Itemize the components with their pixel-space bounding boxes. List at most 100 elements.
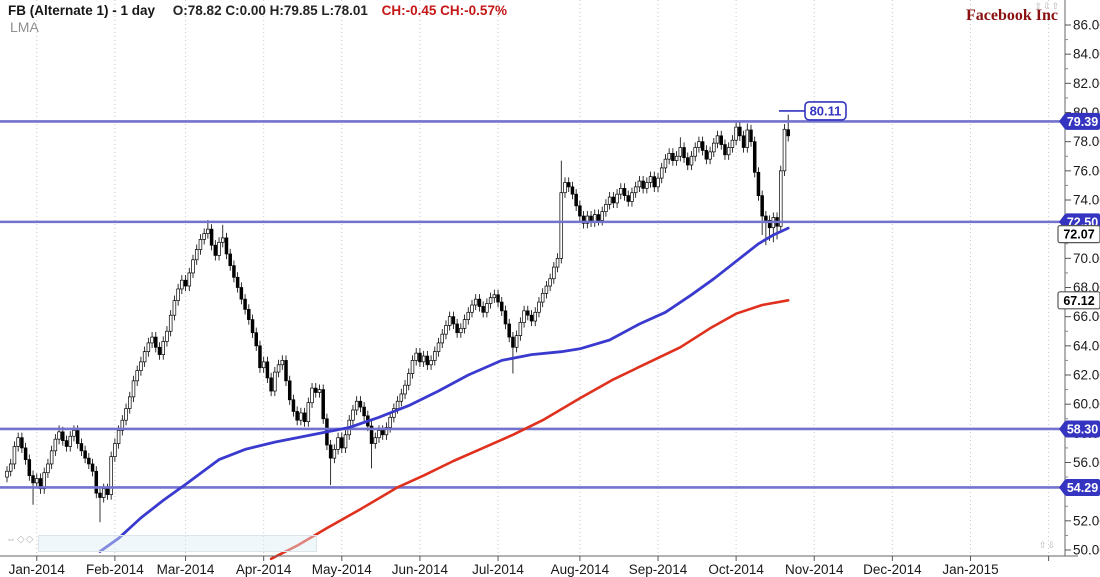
candle <box>183 275 188 292</box>
candle <box>693 142 697 162</box>
candle <box>462 314 467 334</box>
price-axis-label[interactable]: 70.00 <box>1073 251 1100 266</box>
candle <box>291 394 296 417</box>
candle <box>94 466 99 499</box>
month-label[interactable]: Jun-2014 <box>392 562 449 577</box>
price-axis-label[interactable]: 52.00 <box>1073 513 1100 528</box>
candle <box>704 145 709 165</box>
candle <box>559 160 564 264</box>
month-label[interactable]: Mar-2014 <box>157 562 215 577</box>
candle <box>221 224 225 248</box>
month-label[interactable]: Feb-2014 <box>86 562 144 577</box>
price-axis-label[interactable]: 66.00 <box>1073 309 1100 324</box>
price-marker-54.29[interactable]: 54.29 <box>1059 478 1100 496</box>
candle <box>671 148 675 166</box>
price-axis-label[interactable]: 76.00 <box>1073 163 1100 178</box>
candle <box>414 348 418 366</box>
price-marker-67.12[interactable]: 67.12 <box>1057 291 1100 310</box>
candle <box>540 288 545 308</box>
month-label[interactable]: Jul-2014 <box>472 562 524 577</box>
candle <box>321 384 325 424</box>
candle <box>678 137 683 162</box>
candle <box>239 282 244 305</box>
price-axis-label[interactable]: 84.00 <box>1073 47 1100 62</box>
candle <box>455 318 459 338</box>
candle <box>619 183 623 200</box>
price-marker-58.30[interactable]: 58.30 <box>1059 420 1100 438</box>
candle <box>589 210 593 227</box>
month-label[interactable]: Jan-2014 <box>9 562 66 577</box>
candle <box>607 191 612 210</box>
candle <box>578 200 582 222</box>
candle <box>265 356 270 384</box>
price-axis-label[interactable]: 86.00 <box>1073 18 1100 33</box>
month-label[interactable]: May-2014 <box>312 562 373 577</box>
price-annotation[interactable]: 80.11 <box>804 101 847 121</box>
candle <box>689 151 694 171</box>
candle <box>500 296 504 316</box>
candle <box>46 458 50 478</box>
candle <box>581 210 586 229</box>
price-axis-label[interactable]: 56.00 <box>1073 455 1100 470</box>
candle <box>749 124 753 147</box>
candle <box>779 165 783 231</box>
candle <box>243 294 247 315</box>
price-axis-label[interactable]: 62.00 <box>1073 368 1100 383</box>
candle <box>343 429 348 454</box>
candle <box>674 151 679 166</box>
candle <box>585 210 590 229</box>
candle <box>254 327 258 351</box>
svg-text:54.29: 54.29 <box>1067 481 1098 495</box>
price-axis-label[interactable]: 60.00 <box>1073 397 1100 412</box>
price-axis-label[interactable]: 74.00 <box>1073 193 1100 208</box>
candle <box>135 365 139 386</box>
candle <box>314 383 318 398</box>
candle <box>421 350 426 367</box>
candle <box>20 432 24 454</box>
candle <box>752 136 757 178</box>
candle <box>611 191 616 209</box>
candle <box>507 318 511 343</box>
candle <box>224 232 229 260</box>
resize-handle-icon[interactable]: ⇔◇◇ <box>6 534 35 545</box>
candle <box>719 130 723 150</box>
resize-handle-icon[interactable]: ⇧⇩⇧ <box>1034 1 1060 11</box>
candle <box>447 311 452 331</box>
resize-handle-icon[interactable]: ⇧⇩ <box>1038 540 1056 550</box>
candle <box>250 314 255 338</box>
candle <box>511 331 515 374</box>
candle <box>380 425 385 440</box>
price-marker-72.07[interactable]: 72.07 <box>1057 225 1100 244</box>
candle <box>154 331 158 353</box>
candle <box>566 177 571 192</box>
month-label[interactable]: Sep-2014 <box>629 562 688 577</box>
month-label[interactable]: Aug-2014 <box>551 562 610 577</box>
candle <box>425 350 430 370</box>
change-readout: CH:-0.45 CH:-0.57% <box>381 3 507 18</box>
candle <box>492 289 497 303</box>
price-marker-79.39[interactable]: 79.39 <box>1059 112 1100 130</box>
price-axis-label[interactable]: 78.00 <box>1073 134 1100 149</box>
month-label[interactable]: Apr-2014 <box>236 562 292 577</box>
watermark-bar <box>38 535 317 552</box>
month-label[interactable]: Oct-2014 <box>708 562 764 577</box>
candle <box>273 366 277 397</box>
month-label[interactable]: Jan-2015 <box>942 562 998 577</box>
candle <box>373 432 378 449</box>
candle <box>659 162 664 184</box>
red-ma-line <box>269 299 790 561</box>
month-label[interactable]: Nov-2014 <box>785 562 844 577</box>
candle <box>741 130 746 153</box>
month-label[interactable]: Dec-2014 <box>863 562 922 577</box>
candle <box>645 177 649 194</box>
price-axis-label[interactable]: 50.00 <box>1073 543 1100 558</box>
candle <box>544 280 549 299</box>
price-axis-label[interactable]: 82.00 <box>1073 76 1100 91</box>
candle <box>362 401 366 421</box>
candle <box>723 139 727 160</box>
price-axis-label[interactable]: 64.00 <box>1073 338 1100 353</box>
candle <box>38 473 43 494</box>
candle <box>593 209 597 227</box>
candle <box>466 307 471 325</box>
